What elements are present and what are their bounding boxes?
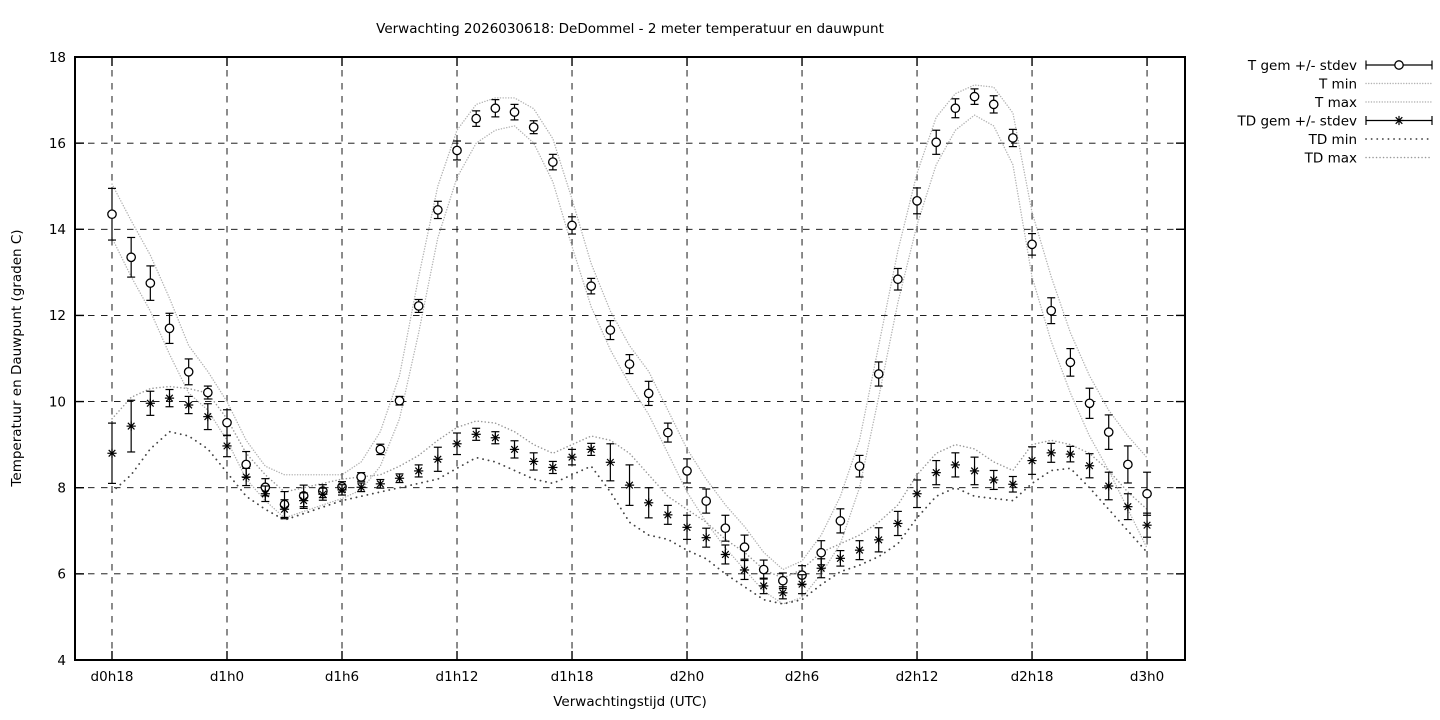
y-tick-label: 4 [57, 653, 66, 669]
series-t-max [111, 84, 1148, 571]
x-tick-label: d1h12 [436, 669, 479, 685]
x-tick-label: d2h18 [1011, 669, 1054, 685]
tick-labels: 4 6 8 10 12 14 16 18 d0h18 d1h0 d1h6 d1h12 d1h18 d2h0… [49, 50, 1164, 685]
x-axis-label: Verwachtingstijd (UTC) [553, 694, 707, 710]
y-tick-label: 16 [49, 136, 66, 152]
x-tick-label: d0h18 [91, 669, 134, 685]
x-tick-label: d2h6 [785, 669, 819, 685]
y-tick-label: 12 [49, 308, 66, 324]
y-tick-label: 8 [57, 481, 66, 497]
x-tick-label: d2h12 [896, 669, 939, 685]
legend-label: TD max [1304, 150, 1357, 166]
series-td-gem-stdev [107, 388, 1152, 600]
y-tick-label: 18 [49, 50, 66, 66]
legend-label: T min [1318, 76, 1357, 92]
legend-label: T gem +/- stdev [1247, 58, 1357, 74]
legend: T gem +/- stdev T min T max TD gem +/- stde… [1237, 58, 1433, 166]
chart-title: Verwachting 2026030618: DeDommel - 2 met… [376, 21, 884, 37]
legend-label: TD gem +/- stdev [1237, 113, 1357, 129]
x-tick-label: d1h0 [210, 669, 244, 685]
x-tick-label: d1h6 [325, 669, 359, 685]
y-tick-label: 10 [49, 394, 66, 410]
grid-lines [75, 57, 1185, 660]
y-tick-label: 14 [49, 222, 66, 238]
y-tick-label: 6 [57, 567, 66, 583]
series-t-gem-stdev [107, 88, 1152, 590]
x-tick-label: d3h0 [1130, 669, 1164, 685]
plot-border [74, 56, 1186, 661]
legend-label: T max [1314, 95, 1357, 111]
x-tick-label: d1h18 [551, 669, 594, 685]
legend-label: TD min [1308, 132, 1357, 148]
x-tick-label: d2h0 [670, 669, 704, 685]
axis-ticks [75, 56, 1185, 661]
series-td-min [111, 430, 1148, 605]
